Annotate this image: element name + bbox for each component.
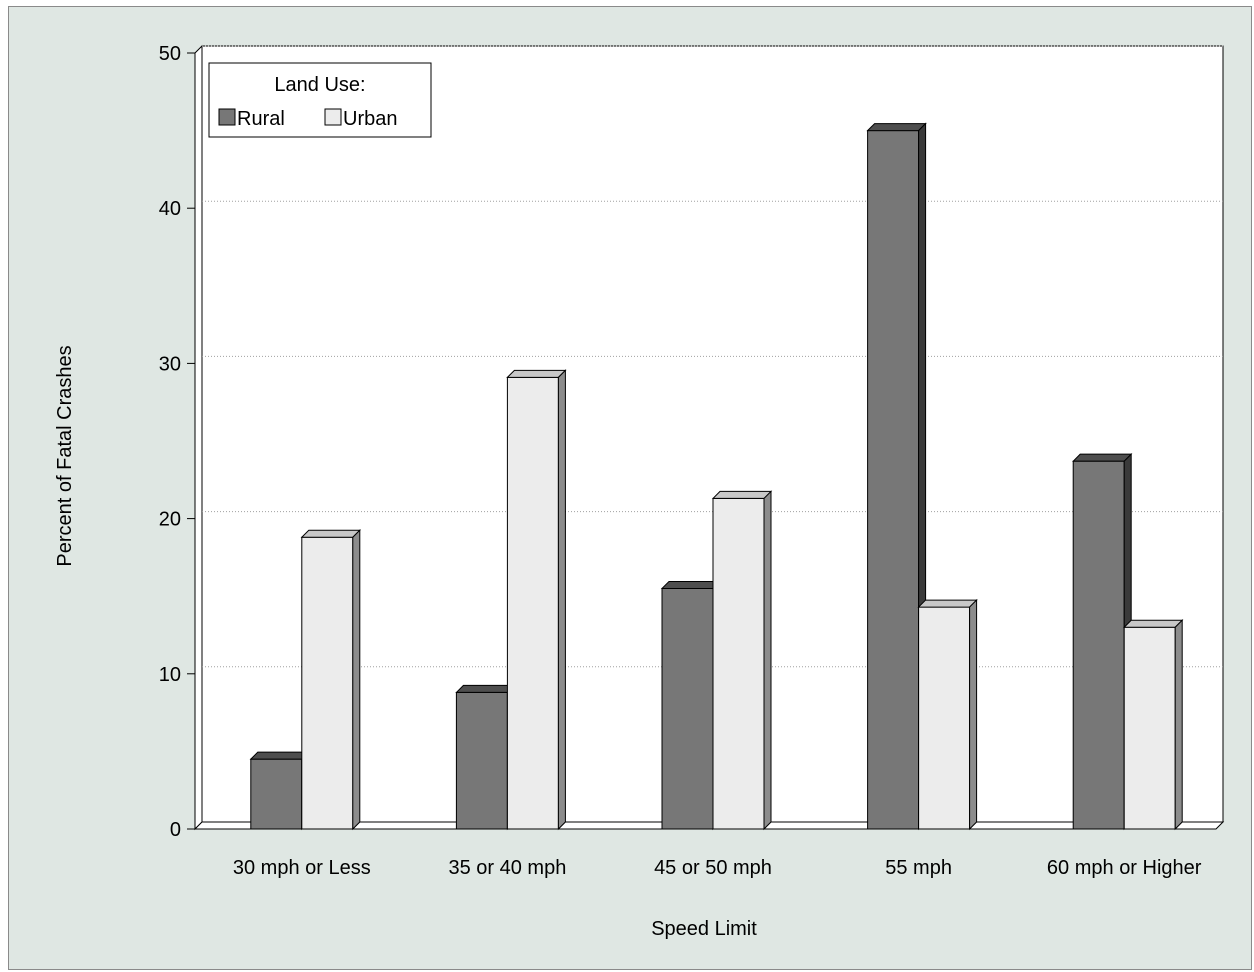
bar-urban-top (1122, 619, 1184, 628)
legend-swatch-rural (218, 108, 236, 126)
x-tick-label: 60 mph or Higher (1047, 857, 1202, 879)
plot-side-wall (194, 44, 203, 831)
bar-urban-side (557, 369, 566, 831)
bar-rural (455, 691, 508, 830)
y-axis-label: Percent of Fatal Crashes (54, 345, 76, 566)
bar-rural (867, 130, 920, 830)
legend-title: Land Use: (274, 74, 365, 96)
y-tick-label: 10 (159, 664, 181, 686)
bar-urban-top (506, 369, 567, 378)
legend: Land Use: Rural Urban (208, 62, 432, 138)
bar-urban-top (917, 599, 978, 608)
y-tick-label: 50 (159, 43, 181, 65)
bar-urban (1123, 626, 1176, 830)
x-tick-label: 35 or 40 mph (448, 857, 566, 879)
legend-swatch-urban (324, 108, 342, 126)
bar-rural (661, 587, 714, 830)
bar-urban-side (763, 490, 772, 831)
bar-rural-top (866, 123, 927, 132)
bar-rural-top (249, 751, 311, 760)
y-tick-label: 20 (159, 509, 181, 531)
x-tick-labels: 30 mph or Less 35 or 40 mph 45 or 50 mph 55… (233, 857, 1202, 879)
bar-urban (506, 376, 559, 830)
legend-label-urban: Urban (343, 108, 397, 130)
bar-urban-top (300, 529, 362, 538)
bars (249, 122, 1184, 831)
bar-urban-side (969, 598, 978, 831)
legend-box (208, 62, 432, 138)
bar-rural-top (660, 580, 722, 589)
y-tick-label: 30 (159, 353, 181, 375)
y-tick-label: 40 (159, 198, 181, 220)
bar-urban-side (1174, 619, 1183, 831)
bar-rural (1072, 460, 1125, 830)
x-tick-label: 30 mph or Less (233, 857, 371, 879)
x-axis-label: Speed Limit (651, 918, 757, 940)
y-tick-label: 0 (170, 819, 181, 841)
x-tick-label: 55 mph (885, 857, 952, 879)
bar-urban (301, 536, 354, 830)
bar-rural (250, 758, 303, 830)
bar-rural-top (1071, 453, 1133, 462)
bar-chart: 0 10 20 30 40 50 30 mph or Less 35 or 40 mph 45… (54, 43, 1225, 940)
chart-frame: 0 10 20 30 40 50 30 mph or Less 35 or 40 mph 45… (8, 6, 1252, 970)
bar-urban (712, 497, 765, 830)
y-tick-labels: 0 10 20 30 40 50 (159, 43, 181, 841)
legend-label-rural: Rural (237, 108, 285, 130)
x-tick-label: 45 or 50 mph (654, 857, 772, 879)
bar-urban-side (352, 529, 361, 831)
bar-urban-top (711, 490, 773, 499)
bar-rural-top (455, 684, 516, 693)
axes (187, 52, 1216, 830)
bar-urban (918, 606, 971, 830)
